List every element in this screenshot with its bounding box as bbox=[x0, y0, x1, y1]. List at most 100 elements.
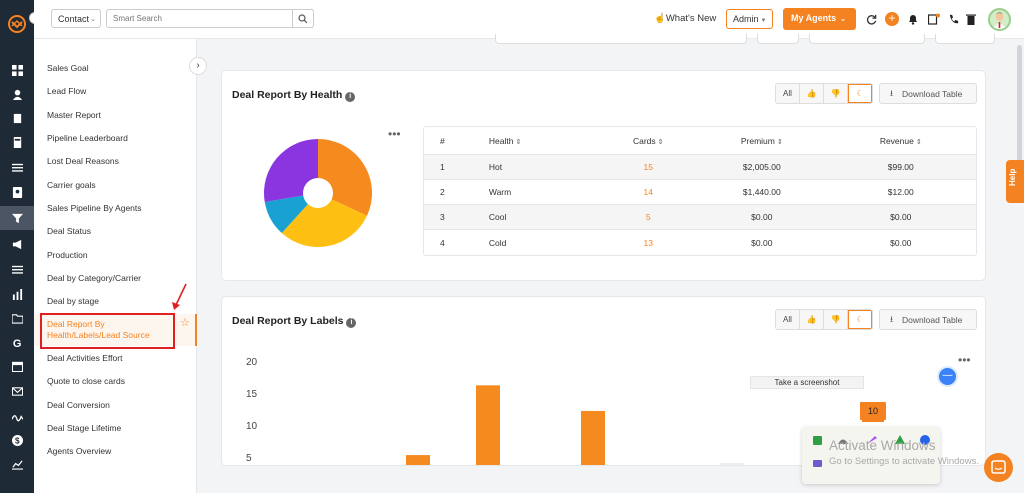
entity-select[interactable]: Contact ⌄ bbox=[51, 9, 101, 28]
col-header-health[interactable]: Health ⇕ bbox=[471, 136, 599, 146]
cell-cards-link[interactable]: 5 bbox=[645, 212, 651, 222]
menu-lines-icon[interactable] bbox=[9, 261, 25, 277]
download-table-button[interactable]: ⭳ Download Table bbox=[879, 309, 977, 330]
search-button[interactable] bbox=[292, 9, 314, 28]
whats-new-link[interactable]: ☝What's New bbox=[654, 13, 716, 24]
filter-field[interactable] bbox=[495, 34, 747, 44]
filter-field[interactable] bbox=[935, 34, 995, 44]
cell-cards-link[interactable]: 15 bbox=[643, 162, 653, 172]
add-icon[interactable]: + bbox=[885, 12, 899, 26]
tooltip-underline bbox=[862, 420, 884, 422]
bar[interactable] bbox=[406, 455, 430, 466]
thumbs-up-icon[interactable]: 👍 bbox=[800, 310, 824, 329]
folder-icon[interactable] bbox=[9, 310, 25, 326]
calculator-icon[interactable] bbox=[9, 134, 25, 150]
pie-slice-cold[interactable] bbox=[264, 139, 318, 202]
app-logo-icon[interactable] bbox=[7, 14, 27, 34]
thumbs-down-icon[interactable]: 👎 bbox=[824, 310, 848, 329]
cell-cards-link[interactable]: 14 bbox=[643, 187, 653, 197]
dashboard-icon[interactable] bbox=[9, 62, 25, 78]
filter-all-button[interactable]: All bbox=[776, 310, 800, 329]
phone-icon[interactable] bbox=[946, 12, 960, 26]
thumbs-up-icon[interactable]: 👍 bbox=[800, 84, 824, 103]
user-avatar[interactable] bbox=[988, 8, 1011, 31]
refresh-icon[interactable] bbox=[864, 12, 878, 26]
chat-launcher-button[interactable] bbox=[984, 453, 1013, 482]
download-table-button[interactable]: ⭳ Download Table bbox=[879, 83, 977, 104]
labels-card-title-text: Deal Report By Labels bbox=[232, 315, 344, 327]
info-icon[interactable]: i bbox=[345, 92, 356, 102]
svg-text:$: $ bbox=[15, 436, 20, 445]
list-icon[interactable] bbox=[9, 159, 25, 175]
cell-index: 1 bbox=[440, 162, 445, 172]
report-item[interactable]: Lead Flow bbox=[47, 86, 87, 96]
report-item[interactable]: Deal Status bbox=[47, 226, 91, 236]
sort-icon: ⇕ bbox=[776, 138, 783, 146]
report-item[interactable]: Agents Overview bbox=[47, 446, 112, 456]
report-item[interactable]: Deal Stage Lifetime bbox=[47, 423, 122, 433]
col-header-revenue[interactable]: Revenue ⇕ bbox=[826, 136, 976, 146]
bar[interactable] bbox=[581, 410, 605, 466]
admin-dropdown[interactable]: Admin ▼ bbox=[726, 9, 773, 29]
google-icon[interactable]: G bbox=[9, 334, 25, 350]
more-options-icon[interactable]: ••• bbox=[388, 127, 401, 141]
pie-center-hole bbox=[303, 178, 333, 208]
system-tray-popup bbox=[802, 427, 940, 484]
scrollbar[interactable] bbox=[1017, 45, 1022, 165]
mail-icon[interactable] bbox=[9, 383, 25, 399]
more-options-icon[interactable]: ••• bbox=[958, 353, 971, 367]
col-header-cards[interactable]: Cards ⇕ bbox=[598, 136, 698, 146]
report-item[interactable]: Quote to close cards bbox=[47, 376, 125, 386]
trash-icon[interactable] bbox=[964, 12, 978, 26]
signature-icon[interactable] bbox=[9, 408, 25, 424]
more-options-icon[interactable]: — bbox=[937, 366, 958, 387]
help-tab[interactable]: Help bbox=[1006, 160, 1024, 203]
megaphone-icon[interactable] bbox=[9, 236, 25, 252]
contact-card-icon[interactable] bbox=[9, 184, 25, 200]
report-item[interactable]: Pipeline Leaderboard bbox=[47, 133, 128, 143]
snowflake-filter-icon[interactable]: ☾ bbox=[848, 84, 872, 103]
filter-field[interactable] bbox=[809, 34, 925, 44]
labels-bar-chart: 20 15 10 5 bbox=[246, 357, 744, 466]
my-agents-button[interactable]: My Agents ⌄ bbox=[783, 8, 856, 30]
chevron-right-icon[interactable]: › bbox=[189, 57, 207, 75]
documents-icon[interactable] bbox=[9, 110, 25, 126]
report-item[interactable]: Sales Goal bbox=[47, 63, 89, 73]
pie-slice-cool[interactable] bbox=[264, 193, 318, 234]
report-item[interactable]: Master Report bbox=[47, 110, 101, 120]
report-item[interactable]: Deal by Category/Carrier bbox=[47, 273, 142, 283]
filter-all-button[interactable]: All bbox=[776, 84, 800, 103]
dollar-icon[interactable]: $ bbox=[9, 432, 25, 448]
report-item[interactable]: Deal Conversion bbox=[47, 400, 110, 410]
favorite-star-icon[interactable]: ☆ bbox=[180, 317, 190, 329]
cell-premium: $1,440.00 bbox=[742, 187, 781, 197]
calendar-icon[interactable] bbox=[9, 358, 25, 374]
y-tick-label: 10 bbox=[246, 421, 258, 432]
reports-filter-icon[interactable] bbox=[0, 206, 34, 230]
cell-cards-link[interactable]: 13 bbox=[643, 237, 653, 248]
filter-field[interactable] bbox=[757, 34, 799, 44]
bell-icon[interactable] bbox=[906, 12, 920, 26]
report-item[interactable]: Deal Activities Effort bbox=[47, 353, 123, 363]
active-report-line: Deal Report By bbox=[47, 319, 105, 329]
smart-search-input[interactable] bbox=[106, 9, 313, 28]
contacts-icon[interactable] bbox=[9, 86, 25, 102]
cell-health: Warm bbox=[488, 187, 512, 197]
report-item[interactable]: Production bbox=[47, 250, 88, 260]
info-icon[interactable]: i bbox=[346, 318, 357, 328]
labels-filter-group: All 👍 👎 ☾ bbox=[775, 309, 873, 330]
health-table: # Health ⇕ Cards ⇕ Premium ⇕ Revenue ⇕ 1 Hot… bbox=[423, 126, 977, 256]
pie-slice-warm[interactable] bbox=[281, 193, 367, 248]
bar-chart-icon[interactable] bbox=[9, 286, 25, 302]
trend-chart-icon[interactable] bbox=[9, 456, 25, 472]
col-header-premium[interactable]: Premium ⇕ bbox=[698, 136, 826, 146]
report-item[interactable]: Carrier goals bbox=[47, 180, 96, 190]
report-item-active[interactable]: Deal Report By Health/Labels/Lead Source bbox=[47, 319, 150, 341]
snowflake-filter-icon[interactable]: ☾ bbox=[848, 310, 872, 329]
thumbs-down-icon[interactable]: 👎 bbox=[824, 84, 848, 103]
bar[interactable] bbox=[476, 385, 500, 466]
task-notification-icon[interactable] bbox=[927, 12, 941, 26]
report-item[interactable]: Sales Pipeline By Agents bbox=[47, 203, 142, 213]
report-item[interactable]: Lost Deal Reasons bbox=[47, 156, 119, 166]
report-item[interactable]: Deal by stage bbox=[47, 296, 99, 306]
